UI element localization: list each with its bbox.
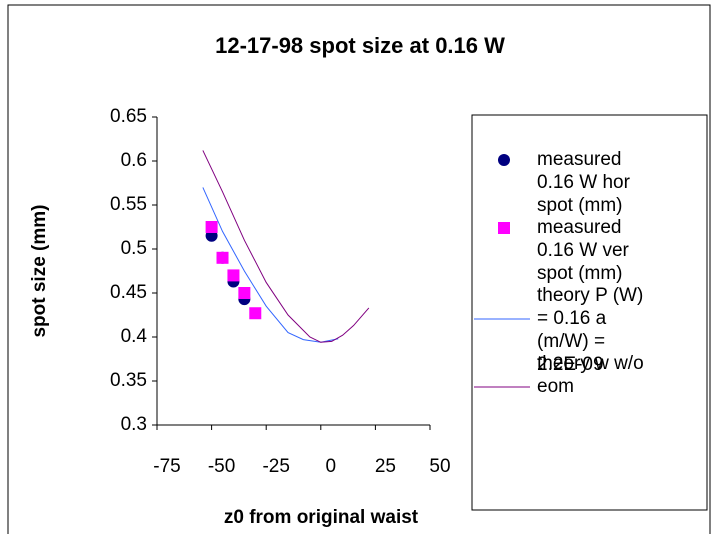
y-axis-label: spot size (mm) xyxy=(29,204,50,337)
legend-label: measured 0.16 W hor spot (mm) xyxy=(537,149,631,216)
legend-swatch xyxy=(498,154,510,166)
point xyxy=(227,269,240,282)
y-tick-label: 0.6 xyxy=(121,150,147,171)
point xyxy=(216,251,229,264)
x-tick-label: 50 xyxy=(429,456,450,477)
x-tick-label: -25 xyxy=(262,456,289,477)
chart-title: 12-17-98 spot size at 0.16 W xyxy=(215,33,505,58)
x-tick-label: 25 xyxy=(375,456,396,477)
series-line xyxy=(202,150,370,343)
x-axis-label: z0 from original waist xyxy=(224,507,419,528)
y-tick-label: 0.4 xyxy=(121,326,148,347)
y-tick-label: 0.35 xyxy=(110,370,147,391)
legend-label: theory P (W) = 0.16 a (m/W) = 2.2E-09 xyxy=(537,285,643,375)
legend-label: measured 0.16 W ver spot (mm) xyxy=(537,217,630,284)
legend-box xyxy=(471,114,708,511)
point xyxy=(249,307,262,320)
series-line xyxy=(202,187,339,343)
point xyxy=(238,287,251,299)
legend-label: theory w w/o eom xyxy=(537,353,644,397)
x-tick-label: -75 xyxy=(153,456,180,477)
y-tick-label: 0.55 xyxy=(110,194,147,215)
y-tick-label: 0.5 xyxy=(121,238,147,259)
y-tick-label: 0.45 xyxy=(110,282,147,303)
point xyxy=(205,221,218,233)
x-tick-label: -50 xyxy=(208,456,235,477)
y-tick-label: 0.3 xyxy=(121,414,147,435)
x-tick-label: 0 xyxy=(326,456,337,477)
y-tick-label: 0.65 xyxy=(110,106,147,127)
legend-swatch xyxy=(498,222,510,234)
